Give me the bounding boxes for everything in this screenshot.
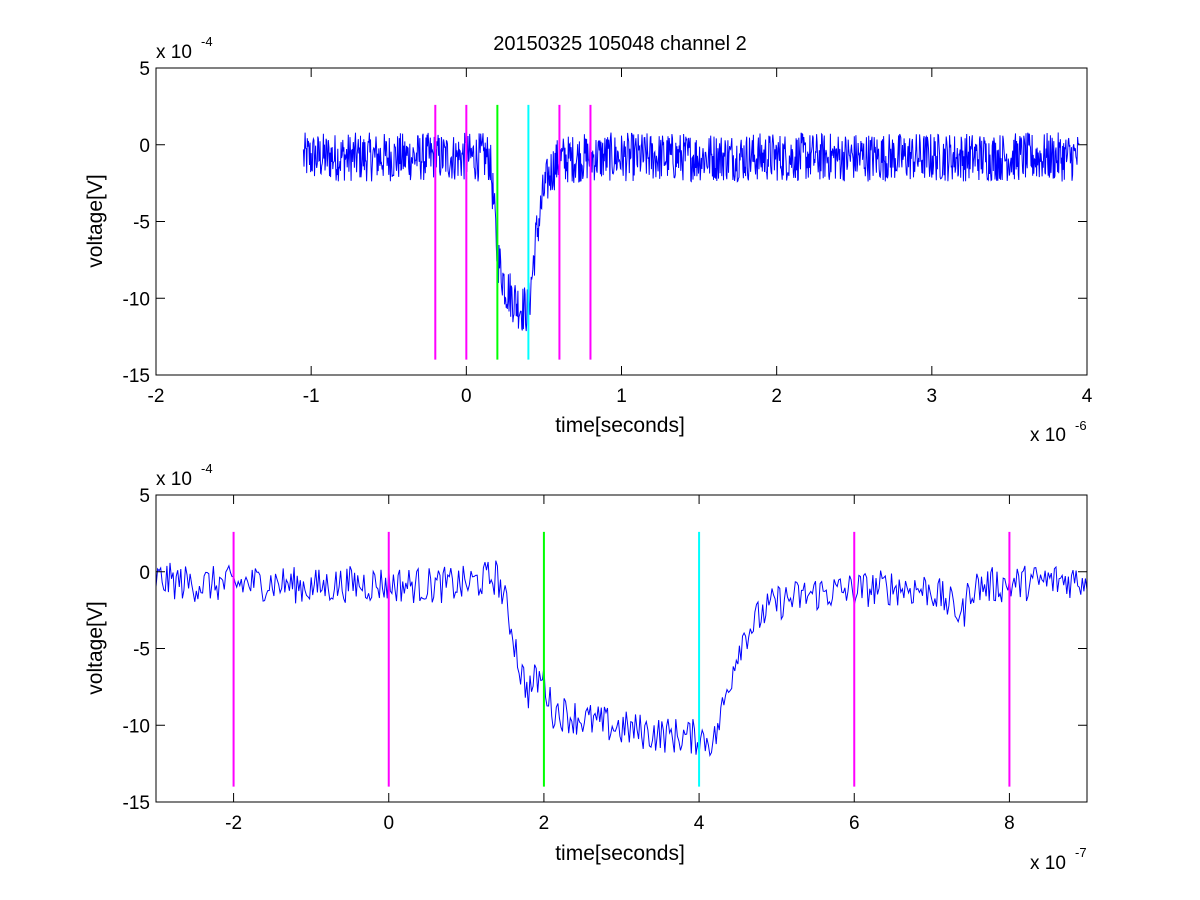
top-y-tick-label-1: 0 (139, 136, 150, 157)
top-signal-trace-0 (302, 132, 1080, 332)
top-xlabel: time[seconds] (555, 414, 685, 437)
bottom-y-tick-label-4: -15 (123, 793, 150, 814)
top-x-tick-label-5: 3 (927, 386, 938, 407)
bottom-x-tick-label-0: -2 (225, 813, 242, 834)
bottom-x-tick-label-2: 2 (539, 813, 550, 834)
top-x-exponent: x 10 -6 (1030, 418, 1087, 446)
top-ylabel: voltage[V] (84, 174, 107, 267)
bottom-x-ticks: -2 0 2 4 6 8 (225, 495, 1015, 834)
top-x-tick-label-0: -2 (148, 386, 165, 407)
bottom-y-ticks: 5 0 -5 -10 -15 (123, 486, 1087, 814)
bottom-x-tick-label-4: 6 (849, 813, 860, 834)
bottom-x-tick-label-1: 0 (383, 813, 394, 834)
figure-title: 20150325 105048 channel 2 (493, 33, 747, 55)
top-x-exponent-base: x 10 (1030, 425, 1066, 446)
bottom-y-tick-label-3: -10 (123, 716, 150, 737)
top-y-tick-label-0: 5 (139, 59, 150, 80)
top-y-ticks: 5 0 -5 -10 -15 (123, 59, 1087, 387)
bottom-y-exponent-power: -4 (201, 461, 213, 476)
bottom-x-exponent-base: x 10 (1030, 853, 1066, 874)
bottom-axes-frame (155, 494, 1088, 803)
top-x-ticks: -2 -1 0 1 2 3 4 (148, 68, 1093, 407)
bottom-y-exponent: x 10 -4 (156, 461, 213, 490)
bottom-x-tick-label-3: 4 (694, 813, 705, 834)
top-panel: -2 -1 0 1 2 3 4 50-5-10-15 time[seconds] volta… (84, 34, 1093, 446)
top-y-exponent-power: -4 (201, 34, 213, 49)
bottom-panel: -2 0 2 4 6 8 5 0 -5 -10 -15 time[seconds] voltage… (84, 461, 1088, 874)
top-x-tick-label-4: 2 (771, 386, 782, 407)
bottom-y-exponent-base: x 10 (156, 469, 192, 490)
bottom-x-exponent: x 10 -7 (1030, 845, 1087, 874)
bottom-xlabel: time[seconds] (555, 842, 685, 865)
top-y-tick-label-3: -10 (123, 289, 150, 310)
top-x-tick-label-3: 1 (616, 386, 627, 407)
top-y-tick-label-2: -5 (133, 213, 150, 234)
top-y-tick-label-4: -15 (123, 366, 150, 387)
top-plot-area (302, 104, 1080, 360)
bottom-y-tick-label-2: -5 (133, 640, 150, 661)
top-y-exponent: x 10 -4 (156, 34, 213, 63)
bottom-signal-trace-0 (155, 560, 1088, 757)
top-axes-frame (155, 67, 1088, 376)
bottom-y-tick-label-0: 5 (139, 486, 150, 507)
bottom-x-tick-label-5: 8 (1004, 813, 1015, 834)
top-y-exponent-base: x 10 (156, 42, 192, 63)
top-x-tick-label-2: 0 (461, 386, 472, 407)
bottom-y-tick-label-1: 0 (139, 563, 150, 584)
top-x-tick-label-1: -1 (303, 386, 320, 407)
bottom-ylabel: voltage[V] (84, 601, 107, 694)
top-x-exponent-power: -6 (1075, 418, 1087, 433)
top-x-tick-label-6: 4 (1082, 386, 1093, 407)
bottom-x-exponent-power: -7 (1075, 845, 1087, 860)
bottom-plot-area (155, 531, 1088, 787)
